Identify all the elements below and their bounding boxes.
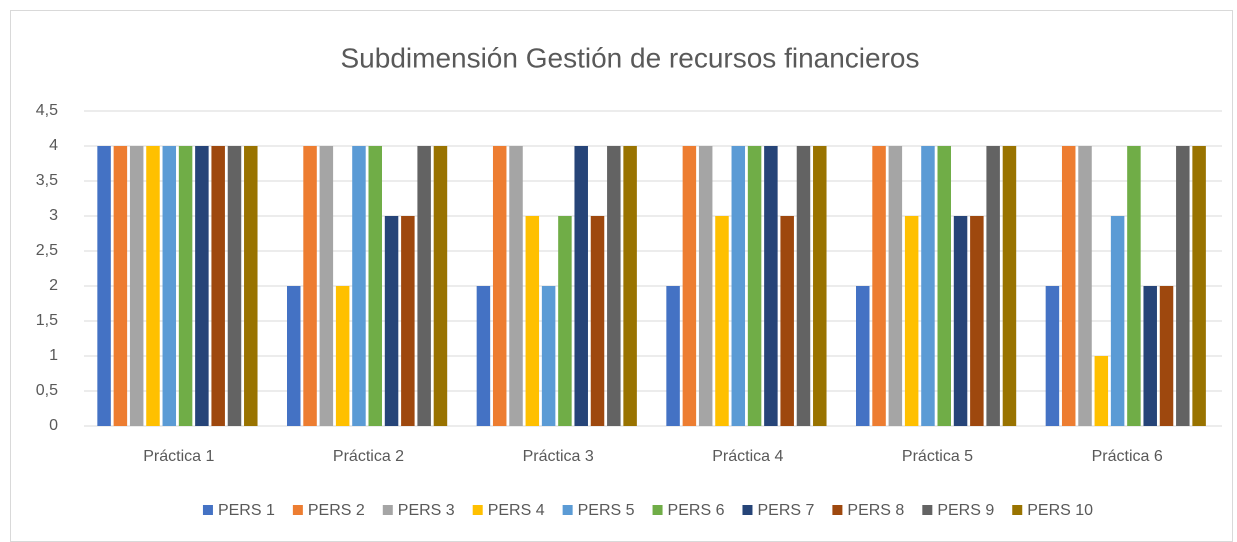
y-tick-label: 4 bbox=[49, 137, 58, 154]
bar bbox=[417, 146, 431, 426]
bar bbox=[986, 146, 1000, 426]
bar bbox=[1110, 216, 1125, 426]
bar bbox=[731, 146, 746, 426]
bar bbox=[813, 146, 827, 426]
y-tick-label: 1,5 bbox=[36, 312, 58, 329]
bar bbox=[303, 146, 317, 426]
bar bbox=[888, 146, 903, 426]
bar bbox=[574, 146, 588, 426]
bar bbox=[146, 146, 160, 426]
bar bbox=[541, 286, 556, 426]
bar bbox=[129, 146, 144, 426]
bar bbox=[764, 146, 778, 426]
bar bbox=[937, 146, 951, 426]
bar bbox=[476, 286, 491, 426]
bar bbox=[319, 146, 334, 426]
y-tick-label: 4,5 bbox=[36, 102, 58, 119]
bar bbox=[509, 146, 523, 426]
bar bbox=[1159, 286, 1174, 426]
legend-swatch bbox=[292, 505, 303, 515]
bar bbox=[796, 146, 811, 426]
x-tick-label: Práctica 4 bbox=[712, 448, 783, 465]
legend-label: PERS 4 bbox=[488, 502, 545, 519]
legend-label: PERS 6 bbox=[668, 502, 725, 519]
bar bbox=[682, 146, 697, 426]
x-tick-label: Práctica 6 bbox=[1092, 448, 1163, 465]
y-tick-label: 1 bbox=[49, 347, 58, 364]
bar bbox=[698, 146, 713, 426]
bar bbox=[352, 146, 366, 426]
x-tick-label: Práctica 5 bbox=[902, 448, 973, 465]
bar bbox=[904, 216, 919, 426]
bar bbox=[856, 286, 870, 426]
legend-swatch bbox=[562, 505, 573, 515]
legend-label: PERS 1 bbox=[218, 502, 275, 519]
bar bbox=[401, 216, 415, 426]
bar bbox=[780, 216, 794, 426]
y-tick-label: 2,5 bbox=[36, 242, 58, 259]
bar bbox=[1045, 286, 1060, 426]
bar bbox=[1176, 146, 1190, 426]
bar bbox=[525, 216, 540, 426]
bar bbox=[1002, 146, 1017, 426]
bar bbox=[715, 216, 729, 426]
bar bbox=[1143, 286, 1157, 426]
bar bbox=[1078, 146, 1092, 426]
bar bbox=[287, 286, 301, 426]
legend-swatch bbox=[652, 505, 663, 515]
bar bbox=[558, 216, 572, 426]
bar bbox=[211, 146, 225, 426]
bar bbox=[335, 286, 350, 426]
bar bbox=[607, 146, 621, 426]
y-tick-label: 0 bbox=[49, 417, 58, 434]
legend-swatch bbox=[202, 505, 213, 515]
legend-swatch bbox=[472, 505, 483, 515]
x-tick-label: Práctica 3 bbox=[523, 448, 594, 465]
bar bbox=[970, 216, 984, 426]
bar bbox=[1061, 146, 1076, 426]
bar bbox=[384, 216, 399, 426]
y-tick-label: 2 bbox=[49, 277, 58, 294]
bar bbox=[195, 146, 209, 426]
bar bbox=[433, 146, 448, 426]
y-tick-label: 3 bbox=[49, 207, 58, 224]
bar bbox=[747, 146, 762, 426]
legend-label: PERS 2 bbox=[308, 502, 365, 519]
legend-label: PERS 7 bbox=[757, 502, 814, 519]
bar bbox=[872, 146, 886, 426]
bar bbox=[492, 146, 507, 426]
bar bbox=[1094, 356, 1109, 426]
y-tick-label: 0,5 bbox=[36, 382, 58, 399]
bar bbox=[623, 146, 637, 426]
bar bbox=[953, 216, 968, 426]
bar bbox=[244, 146, 258, 426]
y-tick-label: 3,5 bbox=[36, 172, 58, 189]
bar bbox=[368, 146, 382, 426]
legend-swatch bbox=[832, 505, 843, 515]
bar bbox=[1127, 146, 1141, 426]
legend-swatch bbox=[922, 505, 933, 515]
legend-label: PERS 10 bbox=[1027, 502, 1093, 519]
bar bbox=[178, 146, 193, 426]
legend-label: PERS 3 bbox=[398, 502, 455, 519]
bar bbox=[666, 286, 680, 426]
legend-label: PERS 9 bbox=[937, 502, 994, 519]
bar bbox=[162, 146, 177, 426]
x-tick-label: Práctica 1 bbox=[143, 448, 214, 465]
bar bbox=[590, 216, 605, 426]
legend-swatch bbox=[1012, 505, 1023, 515]
legend-swatch bbox=[382, 505, 393, 515]
bar bbox=[1192, 146, 1206, 426]
legend-swatch bbox=[742, 505, 753, 515]
bar bbox=[921, 146, 935, 426]
bar bbox=[227, 146, 242, 426]
bar bbox=[113, 146, 128, 426]
x-tick-label: Práctica 2 bbox=[333, 448, 404, 465]
legend-label: PERS 8 bbox=[847, 502, 904, 519]
legend-label: PERS 5 bbox=[578, 502, 635, 519]
chart-title: Subdimensión Gestión de recursos financi… bbox=[341, 42, 920, 73]
bar bbox=[97, 146, 111, 426]
